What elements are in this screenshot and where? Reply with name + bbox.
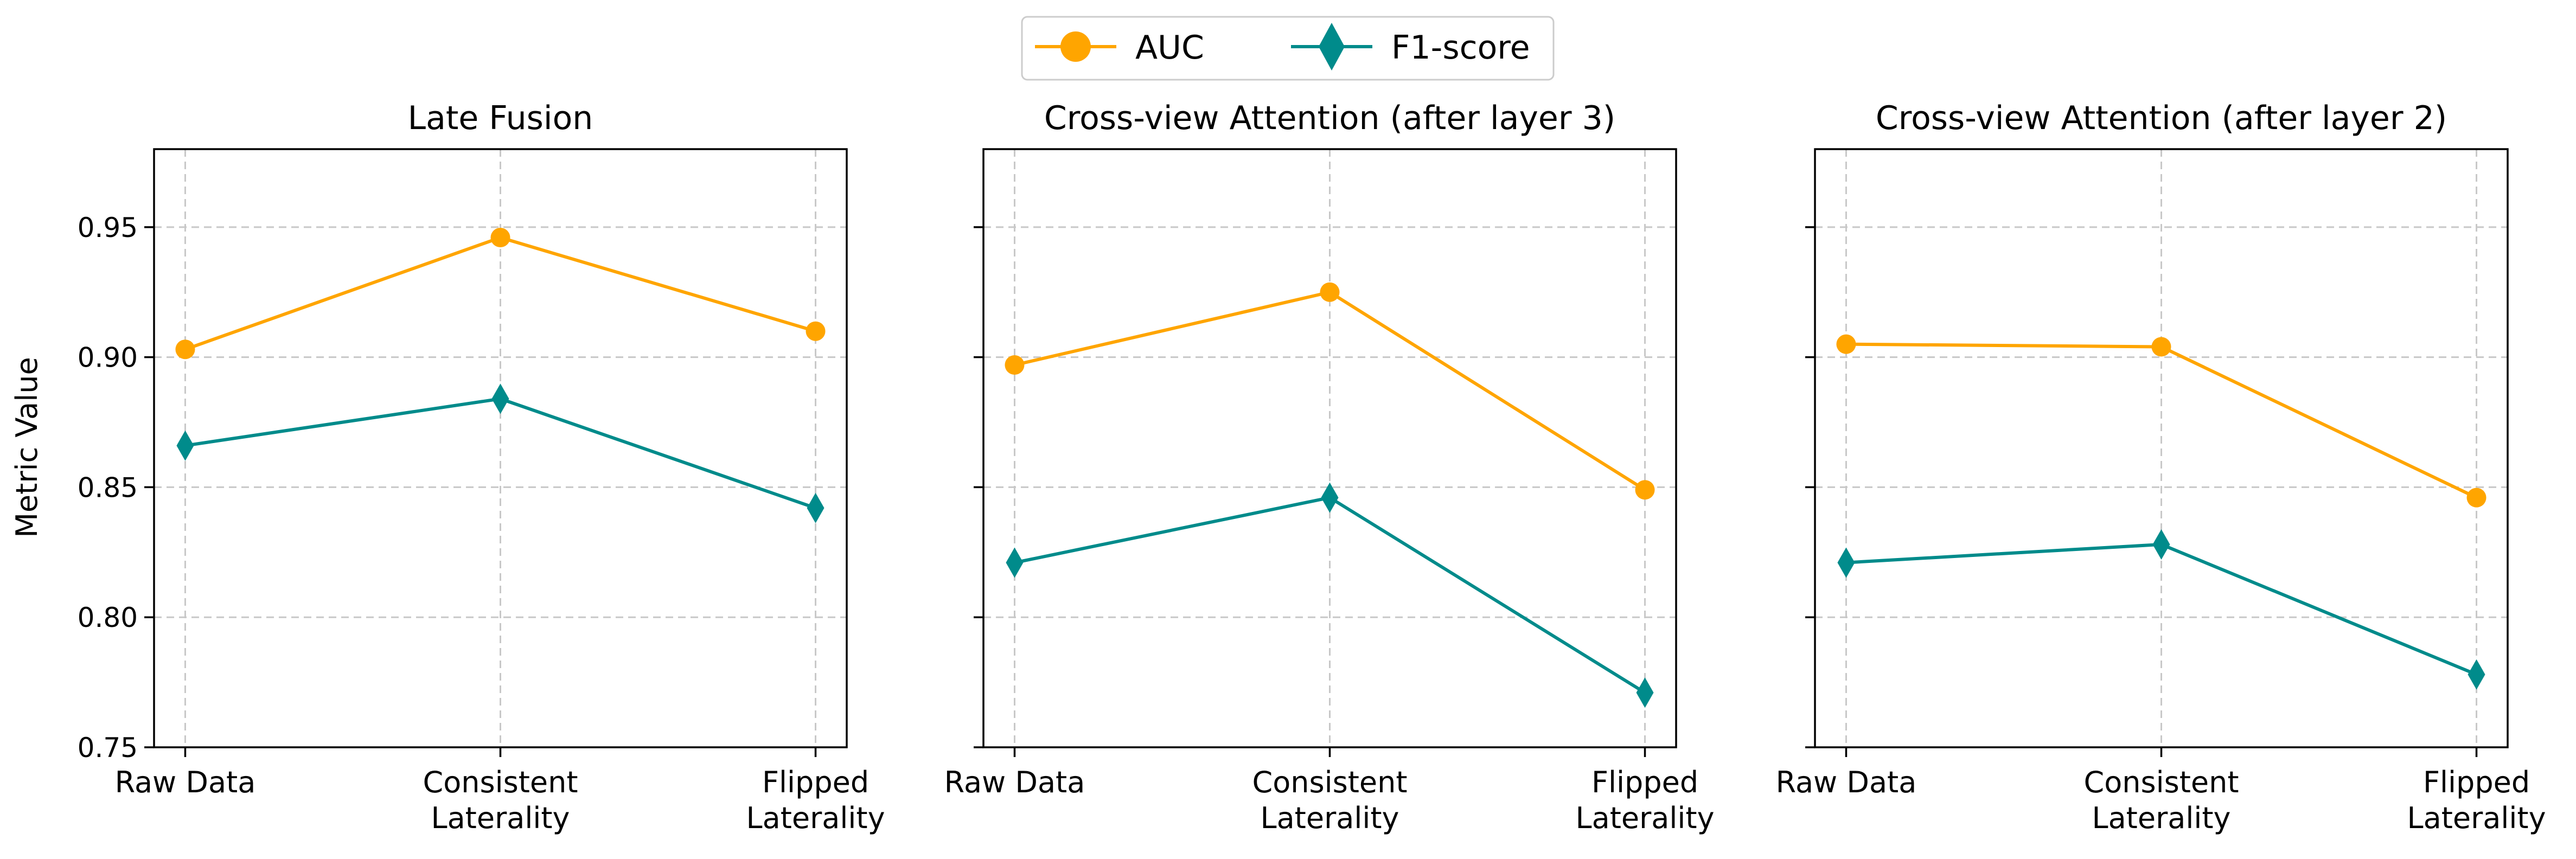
f1-score-point [2468, 659, 2485, 690]
legend-marker-auc [1060, 31, 1091, 62]
auc-point [2466, 488, 2486, 508]
x-tick-label: Consistent [2083, 765, 2239, 799]
panel-3: Cross-view Attention (after layer 2) Raw … [1776, 99, 2546, 835]
auc-point [175, 339, 195, 360]
x-tick-label: Flipped [762, 765, 869, 799]
panel-1: Late Fusion 0.75 0.80 0.85 0.90 0.95 Raw Data C… [78, 99, 885, 835]
x-tick-label: Flipped [2423, 765, 2530, 799]
x-tick-label: Consistent [423, 765, 578, 799]
y-tick-label: 0.80 [78, 602, 138, 633]
auc-point [1320, 282, 1340, 302]
panel-2: Cross-view Attention (after layer 3) Raw … [944, 99, 1715, 835]
panel-title: Cross-view Attention (after layer 3) [1044, 99, 1615, 137]
x-tick-label: Raw Data [115, 765, 256, 799]
f1-score-point [1636, 677, 1654, 708]
auc-point [806, 321, 826, 341]
y-tick-label: 0.95 [78, 212, 138, 243]
x-tick-label: Laterality [1576, 801, 1715, 835]
x-tick-label: Raw Data [1776, 765, 1917, 799]
y-axis-label: Metric Value [10, 357, 44, 537]
x-tick-label: Laterality [1261, 801, 1399, 835]
f1-score-point [2152, 529, 2170, 560]
x-tick-label: Laterality [2407, 801, 2546, 835]
y-tick-label: 0.90 [78, 342, 138, 374]
x-tick-label: Raw Data [944, 765, 1085, 799]
x-tick-label: Consistent [1252, 765, 1407, 799]
legend-box [1021, 16, 1555, 81]
y-tick-label: 0.85 [78, 472, 138, 503]
auc-point [2151, 337, 2171, 357]
f1-score-point [1006, 547, 1024, 578]
auc-point [1836, 334, 1856, 354]
legend-label-auc: AUC [1135, 29, 1204, 67]
panel-title: Cross-view Attention (after layer 2) [1876, 99, 2447, 137]
auc-point [1635, 480, 1655, 500]
panel-title: Late Fusion [408, 99, 593, 137]
legend: AUC F1-score [1021, 16, 1555, 81]
x-tick-label: Flipped [1591, 765, 1698, 799]
legend-marker-f1-score [1319, 23, 1345, 70]
auc-point [490, 228, 510, 248]
auc-point [1005, 355, 1025, 375]
legend-label-f1-score: F1-score [1391, 29, 1530, 67]
f1-score-point [807, 492, 824, 523]
y-tick-label: 0.75 [78, 732, 138, 764]
f1-score-point [1321, 482, 1339, 513]
x-tick-label: Laterality [2092, 801, 2231, 835]
f1-score-point [1837, 547, 1855, 578]
x-tick-label: Laterality [431, 801, 570, 835]
x-tick-label: Laterality [746, 801, 885, 835]
f1-score-point [176, 430, 194, 461]
f1-score-point [491, 383, 509, 414]
